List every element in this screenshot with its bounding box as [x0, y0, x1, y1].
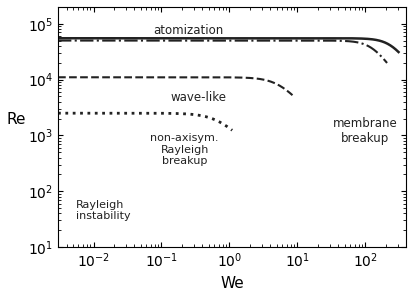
Text: atomization: atomization: [153, 24, 223, 37]
X-axis label: We: We: [220, 276, 244, 291]
Text: wave-like: wave-like: [171, 91, 226, 104]
Text: Rayleigh
instability: Rayleigh instability: [76, 200, 131, 221]
Text: non-axisym.
Rayleigh
breakup: non-axisym. Rayleigh breakup: [150, 133, 219, 167]
Y-axis label: Re: Re: [7, 112, 26, 127]
Text: membrane
breakup: membrane breakup: [333, 117, 398, 145]
